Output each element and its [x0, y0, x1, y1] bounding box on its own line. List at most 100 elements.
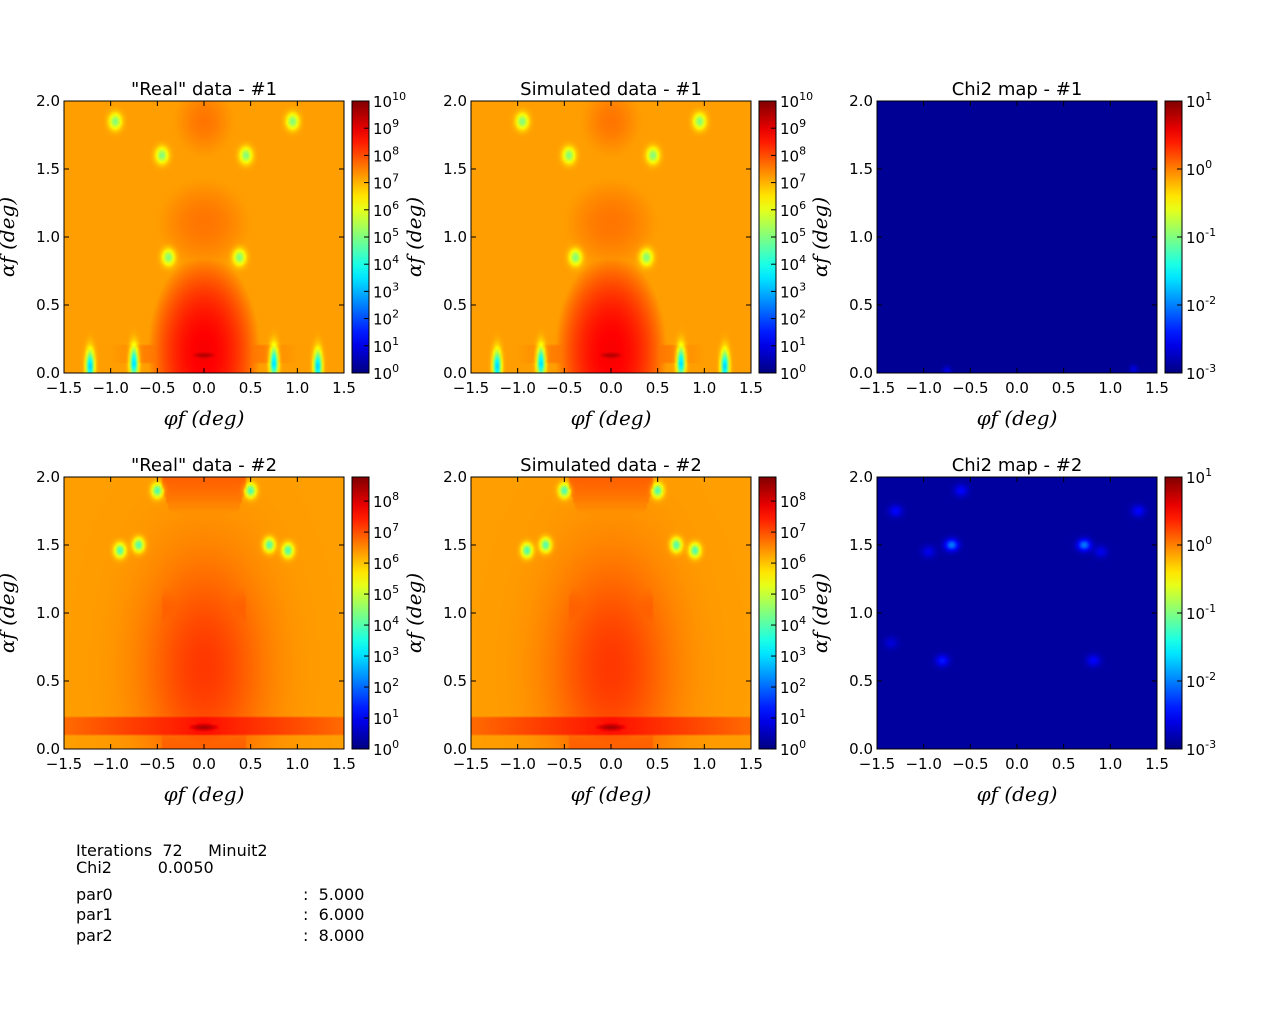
colorbar-tick-label: 107	[780, 172, 806, 193]
x-tick-label: 0.0	[599, 755, 623, 773]
colorbar-tick-label: 108	[780, 144, 806, 165]
colorbar-tick-label: 104	[373, 253, 399, 274]
y-tick-label: 0.0	[36, 740, 60, 758]
heatmap-image	[877, 477, 1157, 749]
colorbar-tick-label: 104	[780, 614, 806, 635]
colorbar-tick-label: 108	[373, 144, 399, 165]
colorbar-tick-label: 102	[780, 308, 806, 329]
colorbar-tick-label: 107	[780, 521, 806, 542]
colorbar-tick-label: 100	[780, 738, 806, 759]
colorbar-tick-label: 104	[780, 253, 806, 274]
heatmap-panel-6: Chi2 map - #2 −1.5 −1.0 −0.5 0.0 0.5 1.0 1.5 0.0…	[808, 455, 1216, 806]
panel-title: Chi2 map - #2	[952, 455, 1083, 476]
x-axis-label: φf (deg)	[571, 782, 652, 806]
colorbar-tick-label: 108	[373, 490, 399, 511]
colorbar-tick-label: 100	[373, 362, 399, 383]
colorbar	[758, 476, 777, 750]
iterations-label: Iterations	[76, 841, 153, 860]
colorbar-tick-label: 10-1	[1186, 602, 1216, 623]
x-axis-label: φf (deg)	[571, 406, 652, 430]
y-tick-label: 0.5	[36, 672, 60, 690]
colorbar-tick-label: 107	[373, 172, 399, 193]
y-tick-label: 1.0	[849, 228, 873, 246]
x-tick-label: 1.0	[1098, 755, 1122, 773]
y-tick-label: 2.0	[443, 468, 467, 486]
y-tick-label: 0.5	[443, 672, 467, 690]
panel-title: "Real" data - #1	[131, 79, 277, 100]
heatmap-image	[471, 101, 751, 373]
heatmap-image	[471, 477, 751, 749]
param-value: 8.000	[318, 926, 365, 945]
y-tick-label: 1.0	[36, 604, 60, 622]
y-tick-label: 1.5	[443, 160, 467, 178]
colorbar-tick-label: 107	[373, 521, 399, 542]
param-row-0: par0	[76, 886, 113, 904]
x-tick-label: −1.5	[453, 379, 489, 397]
y-tick-label: 1.0	[443, 604, 467, 622]
y-tick-label: 2.0	[849, 92, 873, 110]
colorbar-tick-label: 109	[780, 117, 806, 138]
colorbar-tick-label: 106	[373, 199, 399, 220]
x-tick-label: 1.0	[285, 379, 309, 397]
y-axis-label: αf (deg)	[402, 197, 426, 277]
y-tick-label: 0.0	[443, 364, 467, 382]
x-tick-label: −1.5	[859, 379, 895, 397]
x-tick-label: 0.0	[599, 379, 623, 397]
colorbar-tick-label: 109	[373, 117, 399, 138]
x-tick-label: −0.5	[952, 379, 988, 397]
colorbar-tick-label: 103	[373, 645, 399, 666]
colorbar-tick-label: 106	[373, 552, 399, 573]
y-axis-label: αf (deg)	[402, 573, 426, 653]
x-axis-label: φf (deg)	[977, 406, 1058, 430]
x-tick-label: 1.5	[1145, 379, 1169, 397]
chi2-label: Chi2	[76, 858, 112, 877]
heatmap-panel-5: Simulated data - #2 −1.5 −1.0 −0.5 0.0 0.5 1.0…	[402, 455, 806, 806]
colorbar-tick-label: 101	[780, 707, 806, 728]
colorbar-tick-label: 105	[780, 583, 806, 604]
iterations-value: 72	[162, 841, 183, 860]
x-tick-label: −1.5	[453, 755, 489, 773]
fit-iterations-row: Iterations 72 Minuit2	[76, 842, 268, 860]
y-tick-label: 0.0	[443, 740, 467, 758]
y-tick-label: 1.5	[443, 536, 467, 554]
minimizer-name: Minuit2	[208, 841, 268, 860]
colorbar-tick-label: 101	[373, 707, 399, 728]
x-tick-label: 0.5	[646, 379, 670, 397]
x-tick-label: 0.0	[192, 379, 216, 397]
colorbar-tick-label: 100	[1186, 158, 1212, 179]
colorbar-tick-label: 103	[780, 280, 806, 301]
x-tick-label: 0.0	[192, 755, 216, 773]
y-tick-label: 2.0	[36, 92, 60, 110]
x-tick-label: −1.0	[905, 755, 941, 773]
x-tick-label: 1.5	[332, 755, 356, 773]
x-tick-label: 1.5	[739, 379, 763, 397]
y-tick-label: 0.0	[849, 364, 873, 382]
heatmap-panel-4: "Real" data - #2 −1.5 −1.0 −0.5 0.0 0.5 1.0 1.5…	[0, 455, 399, 806]
colorbar-tick-label: 108	[780, 490, 806, 511]
colorbar-tick-label: 10-2	[1186, 294, 1216, 315]
y-axis-label: αf (deg)	[0, 573, 19, 653]
colorbar-tick-label: 101	[1186, 90, 1212, 111]
y-tick-label: 1.0	[849, 604, 873, 622]
x-tick-label: 1.0	[692, 379, 716, 397]
x-tick-label: −1.0	[92, 755, 128, 773]
colorbar-tick-label: 1010	[373, 90, 406, 111]
x-tick-label: 0.5	[239, 379, 263, 397]
x-tick-label: 0.0	[1005, 379, 1029, 397]
colorbar-tick-label: 105	[780, 226, 806, 247]
colorbar-tick-label: 102	[780, 676, 806, 697]
x-axis-label: φf (deg)	[164, 782, 245, 806]
y-tick-label: 0.0	[36, 364, 60, 382]
colorbar-tick-label: 101	[1186, 466, 1212, 487]
panel-title: Chi2 map - #1	[952, 79, 1083, 100]
fit-chi2-row: Chi2 0.0050	[76, 859, 214, 877]
x-tick-label: 0.5	[1052, 755, 1076, 773]
x-tick-label: −0.5	[546, 755, 582, 773]
heatmap-image	[64, 477, 344, 749]
x-tick-label: 1.0	[285, 755, 309, 773]
y-tick-label: 0.5	[36, 296, 60, 314]
x-tick-label: −1.0	[499, 379, 535, 397]
y-tick-label: 2.0	[36, 468, 60, 486]
param-name: par2	[76, 926, 113, 945]
